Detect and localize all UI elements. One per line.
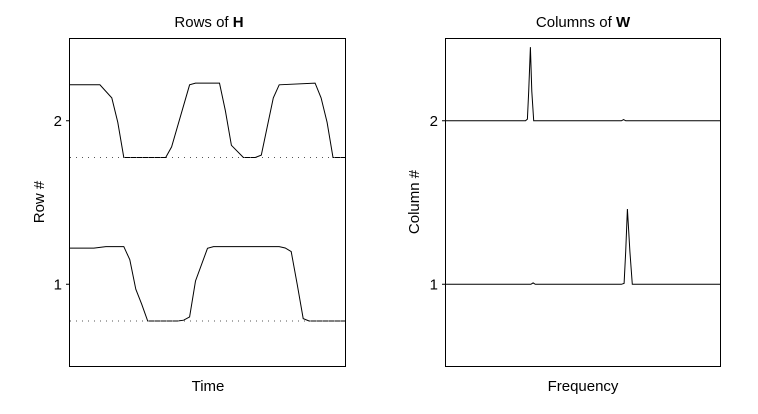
series-group: [446, 47, 720, 285]
series-group: [70, 82, 345, 322]
chart-title: Columns of W: [536, 14, 631, 31]
chart-title: Rows of H: [174, 14, 243, 31]
y-ticks: 12: [430, 113, 446, 293]
y-tick-label: 1: [430, 276, 438, 293]
x-axis-label: Frequency: [548, 378, 619, 395]
y-axis-label: Row #: [31, 180, 48, 223]
series-line-2: [446, 47, 720, 122]
rows-of-h-panel: Rows of H 12 Time Row #: [31, 14, 346, 395]
series-line-1: [70, 246, 345, 322]
y-tick-label: 2: [430, 113, 438, 130]
series-line-2: [70, 82, 345, 158]
x-axis-label: Time: [192, 378, 225, 395]
y-ticks: 12: [54, 113, 70, 293]
columns-of-w-panel: Columns of W 12 Frequency Column #: [406, 14, 721, 395]
y-tick-label: 1: [54, 276, 62, 293]
y-axis-label: Column #: [406, 169, 423, 234]
y-tick-label: 2: [54, 113, 62, 130]
plot-frame: [445, 38, 721, 367]
series-line-1: [446, 208, 720, 285]
plot-frame: [69, 38, 346, 367]
